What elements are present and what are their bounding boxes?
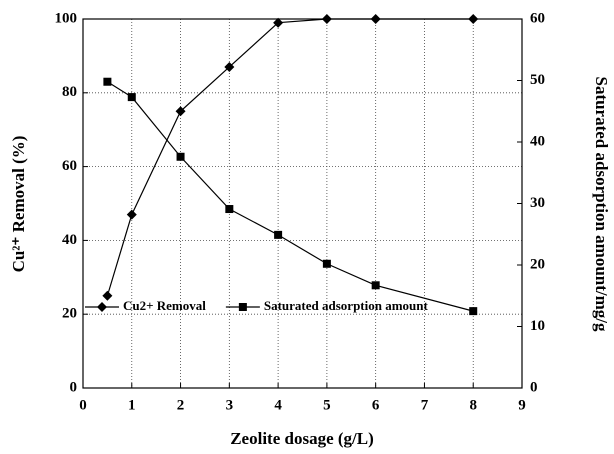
x-tick-label: 9 xyxy=(518,397,526,413)
x-tick-label: 7 xyxy=(421,397,429,413)
y2-tick-label: 40 xyxy=(530,133,545,149)
y2-tick-label: 60 xyxy=(530,10,545,26)
x-tick-label: 0 xyxy=(79,397,87,413)
marker xyxy=(469,307,478,316)
x-tick-label: 4 xyxy=(274,397,282,413)
legend-marker xyxy=(238,303,247,311)
x-tick-label: 8 xyxy=(469,397,477,413)
marker xyxy=(225,205,234,214)
y-tick-label: 40 xyxy=(62,232,77,248)
y2-tick-label: 20 xyxy=(530,256,545,272)
x-tick-label: 2 xyxy=(177,397,185,413)
legend-label: Cu2+ Removal xyxy=(123,298,206,313)
y2-tick-label: 30 xyxy=(530,195,545,211)
marker xyxy=(370,14,381,24)
y-tick-label: 60 xyxy=(62,158,77,174)
series-line xyxy=(106,18,474,296)
marker xyxy=(127,93,136,102)
marker xyxy=(273,17,284,28)
y-tick-label: 0 xyxy=(70,379,78,395)
y-tick-label: 80 xyxy=(62,84,77,100)
marker xyxy=(175,106,186,117)
marker xyxy=(126,209,137,220)
y-tick-label: 20 xyxy=(62,306,77,322)
x-tick-label: 6 xyxy=(372,397,380,413)
legend-label: Saturated adsorption amount xyxy=(264,298,429,313)
x-tick-label: 1 xyxy=(128,397,136,413)
x-axis-label: Zeolite dosage (g/L) xyxy=(230,429,374,448)
y-axis-label: Cu²⁺ Removal (%) xyxy=(9,136,28,273)
legend-marker xyxy=(97,302,107,312)
y-tick-label: 100 xyxy=(55,10,78,26)
x-tick-label: 3 xyxy=(226,397,234,413)
marker xyxy=(102,290,113,301)
x-tick-label: 5 xyxy=(323,397,331,413)
y2-axis-label: Saturated adsorption amount/mg/g xyxy=(592,76,611,332)
marker xyxy=(468,14,479,24)
marker xyxy=(274,230,283,239)
y2-tick-label: 50 xyxy=(530,72,545,88)
marker xyxy=(103,77,112,86)
y2-tick-label: 10 xyxy=(530,318,545,334)
y2-tick-label: 0 xyxy=(530,379,538,395)
marker xyxy=(321,14,332,24)
marker xyxy=(371,281,380,290)
marker xyxy=(176,152,185,161)
series-line xyxy=(107,81,474,312)
marker xyxy=(224,61,235,72)
plot-frame xyxy=(82,18,523,389)
marker xyxy=(322,259,331,268)
